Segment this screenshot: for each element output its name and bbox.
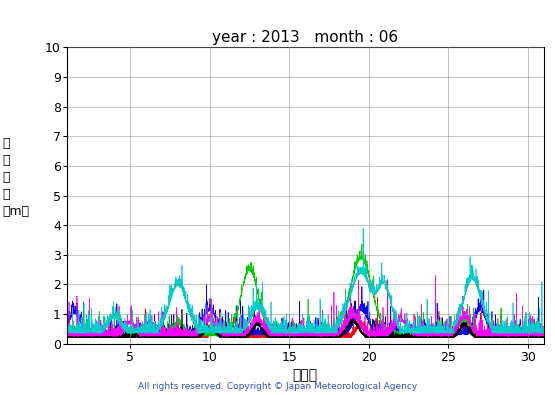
Text: 有
義
波
高
（m）: 有 義 波 高 （m） — [3, 137, 30, 218]
Text: All rights reserved. Copyright © Japan Meteorological Agency: All rights reserved. Copyright © Japan M… — [138, 382, 417, 391]
X-axis label: （日）: （日） — [292, 368, 318, 382]
Title: year : 2013   month : 06: year : 2013 month : 06 — [212, 30, 398, 45]
